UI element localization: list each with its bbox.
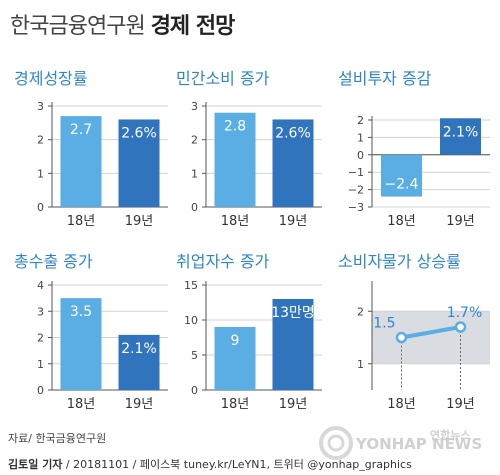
data-label: 2.1% bbox=[443, 124, 479, 140]
chart-panel-2: 민간소비 증가 0 1 2 3 2.8 2.6% 18년 19년 bbox=[170, 62, 330, 247]
chart-title: 설비투자 증감 bbox=[338, 69, 432, 88]
bar bbox=[60, 298, 102, 390]
range-band bbox=[372, 311, 490, 364]
x-tick-label: 19년 bbox=[446, 397, 475, 412]
data-label: 1.5 bbox=[373, 316, 395, 332]
y-tick-label: 0 bbox=[357, 149, 364, 162]
series-line bbox=[401, 325, 461, 340]
bar bbox=[214, 112, 256, 207]
chart-panel-3: 설비투자 증감 −3 −2 −1 0 1 2 −2.4 2.1% 18년 19년 bbox=[332, 62, 492, 247]
y-tick-label: 0 bbox=[191, 384, 198, 397]
x-tick-label: 19년 bbox=[125, 214, 154, 229]
y-tick-label: 2 bbox=[37, 134, 44, 147]
y-tick-label: 1 bbox=[37, 358, 44, 371]
credit-rest: / 20181101 / 페이스북 tuney.kr/LeYN1, 트위터 @y… bbox=[62, 458, 412, 471]
y-tick-label: 1 bbox=[37, 167, 44, 180]
chart-svg: 경제성장률 0 1 2 3 2.7 2.6% 18년 19년 bbox=[14, 69, 168, 229]
x-tick-label: 18년 bbox=[67, 397, 96, 412]
chart-svg: 소비자물가 상승률 1 2 1.5 1.7% 18년 19년 bbox=[338, 252, 490, 412]
page-title-light: 한국금융연구원 bbox=[10, 14, 146, 39]
data-label: 1.7% bbox=[447, 305, 483, 321]
y-tick-label: −2 bbox=[348, 184, 364, 197]
y-tick-label: 2 bbox=[37, 332, 44, 345]
y-tick-label: 4 bbox=[37, 279, 44, 292]
bar bbox=[440, 118, 481, 155]
chart-panel-1: 경제성장률 0 1 2 3 2.7 2.6% 18년 19년 bbox=[8, 62, 168, 247]
y-tick-label: 10 bbox=[184, 314, 198, 327]
x-tick-label: 19년 bbox=[446, 214, 475, 229]
data-point bbox=[454, 321, 467, 333]
bar bbox=[60, 116, 102, 207]
credit-author: 김토일 기자 bbox=[8, 458, 63, 471]
x-tick-label: 19년 bbox=[279, 397, 308, 412]
yonhap-logo: YONHAP NEWS 연합뉴스 bbox=[319, 426, 482, 460]
page-title: 한국금융연구원 경제 전망 bbox=[10, 8, 236, 40]
y-tick-label: 2 bbox=[357, 114, 364, 127]
x-tick-label: 19년 bbox=[279, 214, 308, 229]
y-tick-label: 5 bbox=[191, 349, 198, 362]
bar bbox=[381, 154, 422, 197]
chart-svg: 총수출 증가 0 1 2 3 4 3.5 2.1% 18년 19년 bbox=[14, 252, 168, 412]
y-tick-label: 3 bbox=[191, 100, 198, 113]
bar bbox=[272, 119, 314, 207]
data-point bbox=[395, 331, 408, 344]
x-tick-label: 18년 bbox=[221, 214, 250, 229]
y-tick-label: 0 bbox=[37, 384, 44, 397]
x-tick-label: 18년 bbox=[221, 397, 250, 412]
chart-title: 총수출 증가 bbox=[14, 252, 93, 271]
chart-title: 소비자물가 상승률 bbox=[338, 252, 461, 271]
y-tick-label: 1 bbox=[191, 167, 198, 180]
y-tick-label: −1 bbox=[348, 166, 364, 179]
y-tick-label: 1 bbox=[357, 131, 364, 144]
y-tick-label: 0 bbox=[37, 201, 44, 214]
watermark-text: YONHAP NEWS bbox=[355, 435, 482, 453]
data-label: 9 bbox=[231, 333, 240, 349]
chart-panel-4: 총수출 증가 0 1 2 3 4 3.5 2.1% 18년 19년 bbox=[8, 245, 168, 430]
y-tick-label: 3 bbox=[37, 100, 44, 113]
yonhap-watermark: YONHAP NEWS 연합뉴스 bbox=[318, 425, 498, 461]
x-tick-label: 18년 bbox=[387, 397, 416, 412]
chart-svg: 설비투자 증감 −3 −2 −1 0 1 2 −2.4 2.1% 18년 19년 bbox=[338, 69, 490, 229]
chart-title: 취업자수 증가 bbox=[176, 252, 270, 271]
bar bbox=[118, 119, 160, 207]
y-tick-label: 3 bbox=[37, 305, 44, 318]
bar bbox=[272, 299, 314, 390]
data-label: 2.7 bbox=[70, 122, 92, 138]
y-tick-label: 1 bbox=[357, 358, 364, 371]
chart-svg: 민간소비 증가 0 1 2 3 2.8 2.6% 18년 19년 bbox=[176, 69, 322, 229]
y-tick-label: 15 bbox=[184, 279, 198, 292]
chart-title: 경제성장률 bbox=[14, 69, 88, 88]
y-tick-label: 2 bbox=[191, 134, 198, 147]
page-title-bold: 경제 전망 bbox=[150, 14, 236, 39]
x-tick-label: 19년 bbox=[125, 397, 154, 412]
data-label: 13만명 bbox=[271, 305, 315, 321]
credit-line: 김토일 기자 / 20181101 / 페이스북 tuney.kr/LeYN1,… bbox=[8, 456, 412, 472]
y-tick-label: 2 bbox=[357, 305, 364, 318]
data-label: 2.6% bbox=[121, 125, 157, 141]
data-label: 2.8 bbox=[224, 119, 246, 135]
data-label: 3.5 bbox=[70, 304, 92, 320]
chart-title: 민간소비 증가 bbox=[176, 69, 270, 88]
data-label: 2.1% bbox=[121, 341, 157, 357]
bar bbox=[214, 327, 256, 390]
data-label: 2.6% bbox=[275, 125, 311, 141]
source-note: 자료/ 한국금융연구원 bbox=[8, 432, 107, 445]
y-tick-label: 0 bbox=[191, 201, 198, 214]
chart-svg: 취업자수 증가 0 5 10 15 9 13만명 18년 19년 bbox=[176, 252, 322, 412]
x-tick-label: 18년 bbox=[67, 214, 96, 229]
chart-panel-5: 취업자수 증가 0 5 10 15 9 13만명 18년 19년 bbox=[170, 245, 330, 430]
data-label: −2.4 bbox=[385, 177, 419, 193]
watermark-logo-text: 연합뉴스 bbox=[430, 428, 470, 442]
y-tick-label: −3 bbox=[348, 201, 364, 214]
chart-panel-6: 소비자물가 상승률 1 2 1.5 1.7% 18년 19년 bbox=[332, 245, 492, 430]
bar bbox=[118, 334, 160, 390]
x-tick-label: 18년 bbox=[387, 214, 416, 229]
